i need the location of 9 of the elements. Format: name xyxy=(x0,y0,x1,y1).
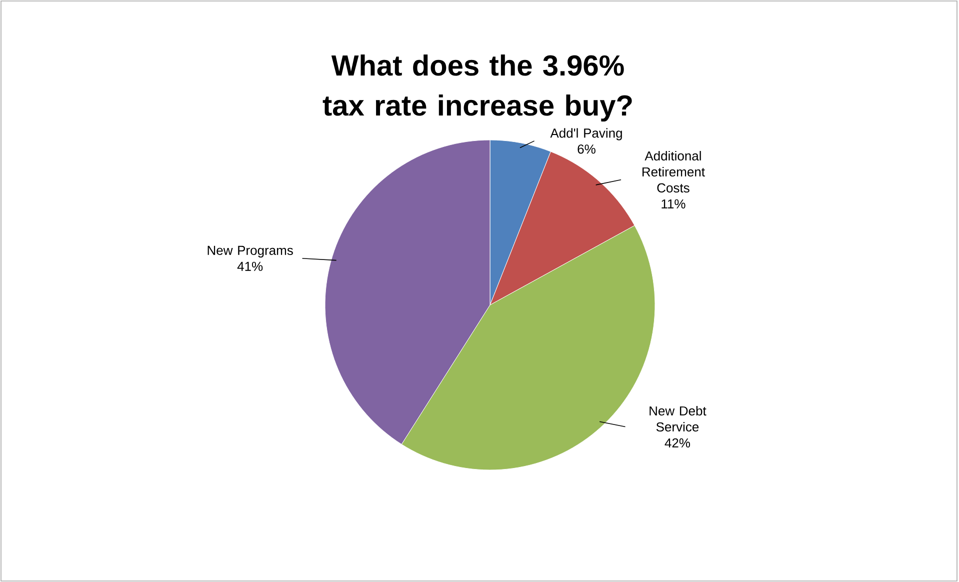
chart-title: What does the 3.96% tax rate increase buy? xyxy=(322,54,632,122)
slice-label: Additional Retirement Costs xyxy=(642,150,705,193)
data-label: 42% xyxy=(664,438,690,448)
slice-label: New Debt Service xyxy=(650,406,706,432)
data-label: 6% xyxy=(578,144,596,154)
data-label: 41% xyxy=(237,262,263,271)
data-label: 11% xyxy=(662,199,686,208)
slice-label: New Programs xyxy=(208,246,293,258)
slice-label: Add'l Paving xyxy=(550,128,622,140)
